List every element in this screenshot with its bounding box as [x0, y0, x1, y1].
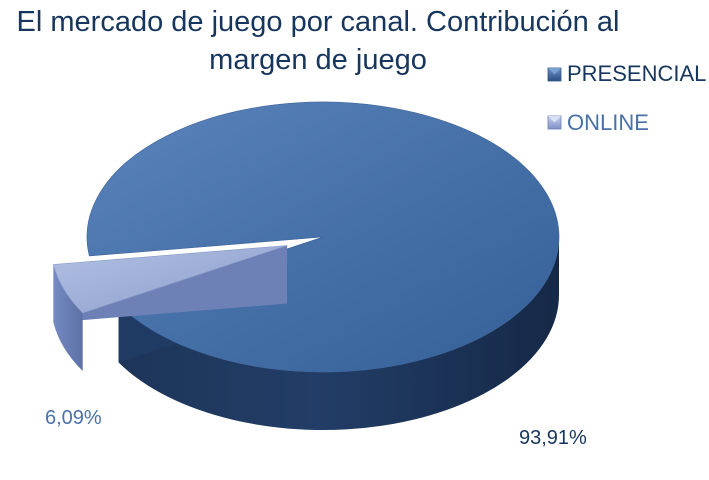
- chart-title-line-2: margen de juego: [209, 44, 427, 76]
- chart-title-line-1: El mercado de juego por canal. Contribuc…: [17, 6, 620, 38]
- legend-item-presencial[interactable]: PRESENCIAL: [547, 61, 706, 86]
- slice-online-side: [53, 264, 83, 372]
- slice-presencial-side: [118, 237, 559, 430]
- legend: PRESENCIAL ONLINE: [547, 61, 706, 135]
- legend-label-presencial: PRESENCIAL: [567, 61, 706, 86]
- data-label-online: 6,09%: [45, 407, 102, 429]
- pie-group: [53, 101, 560, 430]
- legend-item-online[interactable]: ONLINE: [547, 110, 649, 135]
- slice-presencial: [86, 101, 560, 373]
- data-label-presencial: 93,91%: [519, 427, 587, 449]
- legend-marker-online-shade: [548, 116, 561, 123]
- legend-label-online: ONLINE: [567, 110, 649, 135]
- legend-marker-presencial-shade: [548, 68, 561, 75]
- slice-online: [53, 245, 288, 314]
